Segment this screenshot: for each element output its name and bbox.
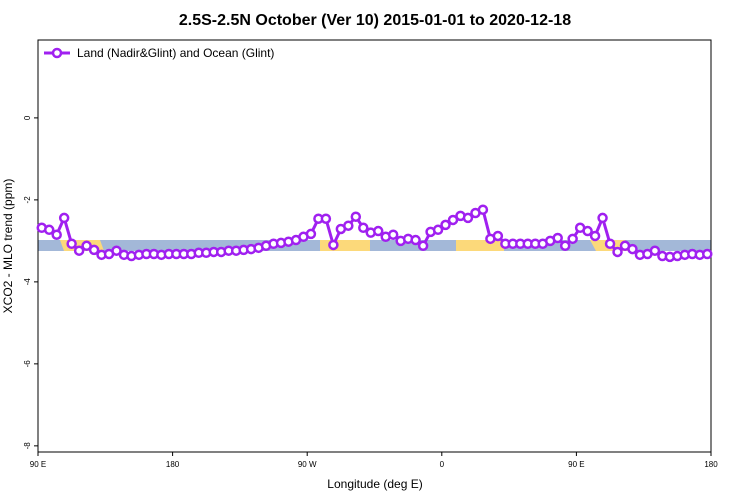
point (73, 245, 85, 256)
point (702, 248, 713, 260)
x-tick-label: 0 (440, 460, 445, 469)
legend-marker (51, 47, 63, 59)
point (440, 219, 451, 231)
x-tick-label: 180 (166, 460, 180, 469)
point (358, 222, 369, 234)
point (552, 232, 563, 244)
point (432, 224, 444, 236)
point (559, 240, 571, 252)
point (627, 243, 638, 255)
point (417, 240, 429, 252)
point (567, 233, 578, 245)
y-tick-label: 0 (23, 115, 32, 120)
point (350, 211, 362, 222)
land-band (320, 240, 370, 251)
point (88, 244, 100, 256)
x-tick-label: 90 E (568, 460, 584, 469)
y-tick-label: -6 (23, 360, 32, 368)
point (410, 234, 421, 246)
point (387, 229, 399, 240)
point (328, 239, 339, 251)
ocean-band (38, 240, 711, 251)
land-band (456, 240, 504, 251)
point (111, 245, 122, 256)
point (343, 220, 354, 231)
x-tick-label: 90 W (298, 460, 317, 469)
plot-frame (37, 39, 712, 453)
y-tick-label: -4 (23, 278, 32, 286)
legend-label: Land (Nadir&Glint) and Ocean (Glint) (77, 46, 274, 60)
point (477, 204, 489, 215)
point (462, 212, 474, 224)
x-tick-label: 180 (704, 460, 718, 469)
x-axis-title: Longitude (deg E) (327, 477, 422, 491)
point (305, 228, 317, 240)
x-tick-label: 90 E (30, 460, 46, 469)
point (58, 212, 70, 224)
y-tick-label: -2 (23, 196, 32, 204)
point (43, 224, 55, 236)
point (589, 230, 601, 242)
y-axis-title: XCO2 - MLO trend (ppm) (1, 179, 15, 314)
point (604, 238, 616, 249)
point (66, 238, 77, 249)
point (447, 214, 459, 226)
chart-title: 2.5S-2.5N October (Ver 10) 2015-01-01 to… (179, 12, 571, 29)
point (649, 245, 661, 256)
point (81, 240, 92, 252)
y-tick-label: -8 (23, 442, 32, 450)
point (51, 229, 62, 240)
point (372, 225, 384, 237)
point (612, 246, 623, 258)
point (320, 213, 332, 224)
point (597, 212, 608, 224)
point (582, 225, 593, 237)
point (492, 230, 504, 242)
